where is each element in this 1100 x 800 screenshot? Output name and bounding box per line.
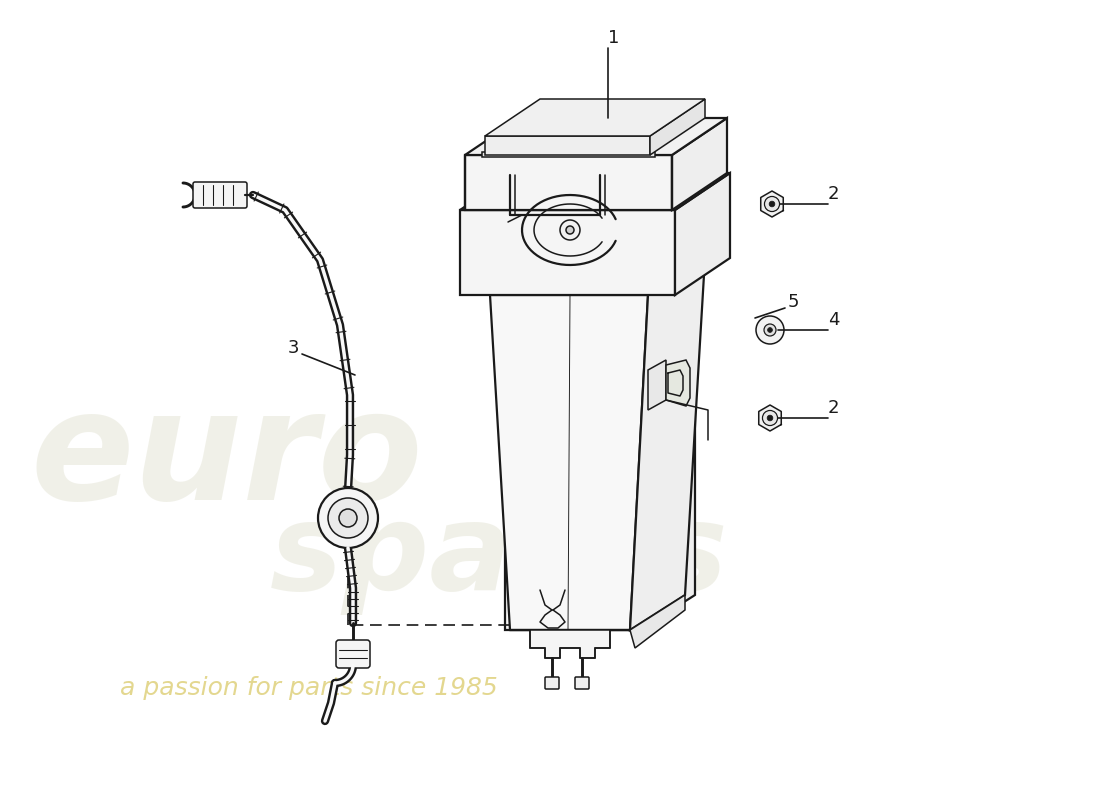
Polygon shape — [482, 152, 654, 157]
Polygon shape — [485, 99, 705, 136]
Circle shape — [764, 197, 780, 211]
Circle shape — [560, 220, 580, 240]
Circle shape — [339, 509, 358, 527]
Polygon shape — [505, 295, 640, 630]
Text: euro: euro — [30, 383, 422, 532]
Polygon shape — [761, 191, 783, 217]
Polygon shape — [530, 630, 610, 658]
Polygon shape — [460, 173, 730, 210]
Polygon shape — [650, 99, 705, 155]
Text: a passion for parts since 1985: a passion for parts since 1985 — [120, 676, 497, 700]
Polygon shape — [630, 595, 685, 648]
Text: 3: 3 — [288, 339, 299, 357]
Polygon shape — [460, 210, 675, 295]
Circle shape — [318, 488, 378, 548]
Polygon shape — [630, 258, 705, 630]
Text: 4: 4 — [828, 311, 839, 329]
Circle shape — [767, 415, 773, 421]
Text: 1: 1 — [608, 29, 619, 47]
Circle shape — [764, 324, 776, 336]
FancyBboxPatch shape — [575, 677, 589, 689]
Polygon shape — [640, 258, 695, 630]
Circle shape — [756, 316, 784, 344]
Text: 2: 2 — [828, 185, 839, 203]
Polygon shape — [490, 295, 648, 630]
Circle shape — [328, 498, 369, 538]
Text: 5: 5 — [788, 293, 800, 311]
Polygon shape — [672, 118, 727, 210]
Polygon shape — [648, 360, 666, 410]
Polygon shape — [759, 405, 781, 431]
Circle shape — [762, 410, 778, 426]
Polygon shape — [465, 155, 672, 210]
Polygon shape — [675, 173, 730, 295]
FancyBboxPatch shape — [544, 677, 559, 689]
Polygon shape — [465, 118, 727, 155]
Polygon shape — [485, 136, 650, 155]
Text: spares: spares — [270, 498, 728, 615]
Circle shape — [769, 201, 774, 207]
Circle shape — [768, 328, 772, 333]
Text: 2: 2 — [828, 399, 839, 417]
Polygon shape — [666, 360, 690, 406]
Circle shape — [566, 226, 574, 234]
FancyBboxPatch shape — [192, 182, 248, 208]
FancyBboxPatch shape — [336, 640, 370, 668]
